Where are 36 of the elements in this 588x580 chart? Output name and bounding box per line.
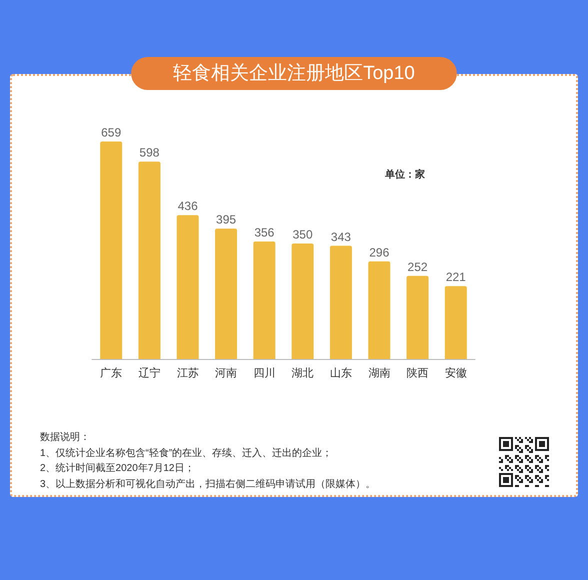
text: 3、以上数据分析和可视化自动产出，扫描右侧二维码申请试用（限媒体）。 xyxy=(40,478,376,492)
data-label: 343 xyxy=(330,230,352,244)
x-tick-label: 河南 xyxy=(215,366,238,380)
bar xyxy=(138,162,160,359)
x-tick-label: 山东 xyxy=(330,366,352,380)
bar xyxy=(215,228,238,359)
data-label: 598 xyxy=(139,146,160,160)
x-tick-label: 辽宁 xyxy=(138,366,160,380)
bar xyxy=(406,276,429,359)
bar xyxy=(176,215,199,359)
data-label: 356 xyxy=(254,226,275,240)
x-tick-label: 广东 xyxy=(100,366,122,380)
data-label: 659 xyxy=(101,126,122,140)
data-label: 436 xyxy=(178,199,198,214)
annotation: 单位：家 xyxy=(384,168,425,180)
x-tick-label: 安徽 xyxy=(444,366,467,380)
text: 数据说明： xyxy=(40,431,91,445)
bar xyxy=(368,261,390,359)
data-label: 350 xyxy=(292,228,313,242)
data-label: 395 xyxy=(216,212,236,227)
x-tick-label: 湖南 xyxy=(368,366,390,380)
data-label: 221 xyxy=(446,270,466,284)
chart-title: 轻食相关企业注册地区Top10 xyxy=(173,62,415,84)
bar xyxy=(444,286,467,359)
text: 1、仅统计企业名称包含“轻食”的在业、存续、迁入、迁出的企业； xyxy=(40,446,334,460)
x-tick-label: 陕西 xyxy=(406,368,429,380)
x-tick-label: 四川 xyxy=(253,366,276,380)
bar xyxy=(330,246,352,359)
data-label: 296 xyxy=(369,245,390,260)
bar xyxy=(253,242,276,359)
data-label: 252 xyxy=(408,260,428,274)
text: 2、统计时间截至2020年7月12日； xyxy=(40,462,196,476)
x-tick-label: 湖北 xyxy=(292,366,314,380)
x-tick-label: 江苏 xyxy=(176,366,199,380)
bar xyxy=(100,142,122,359)
bar xyxy=(292,244,314,359)
